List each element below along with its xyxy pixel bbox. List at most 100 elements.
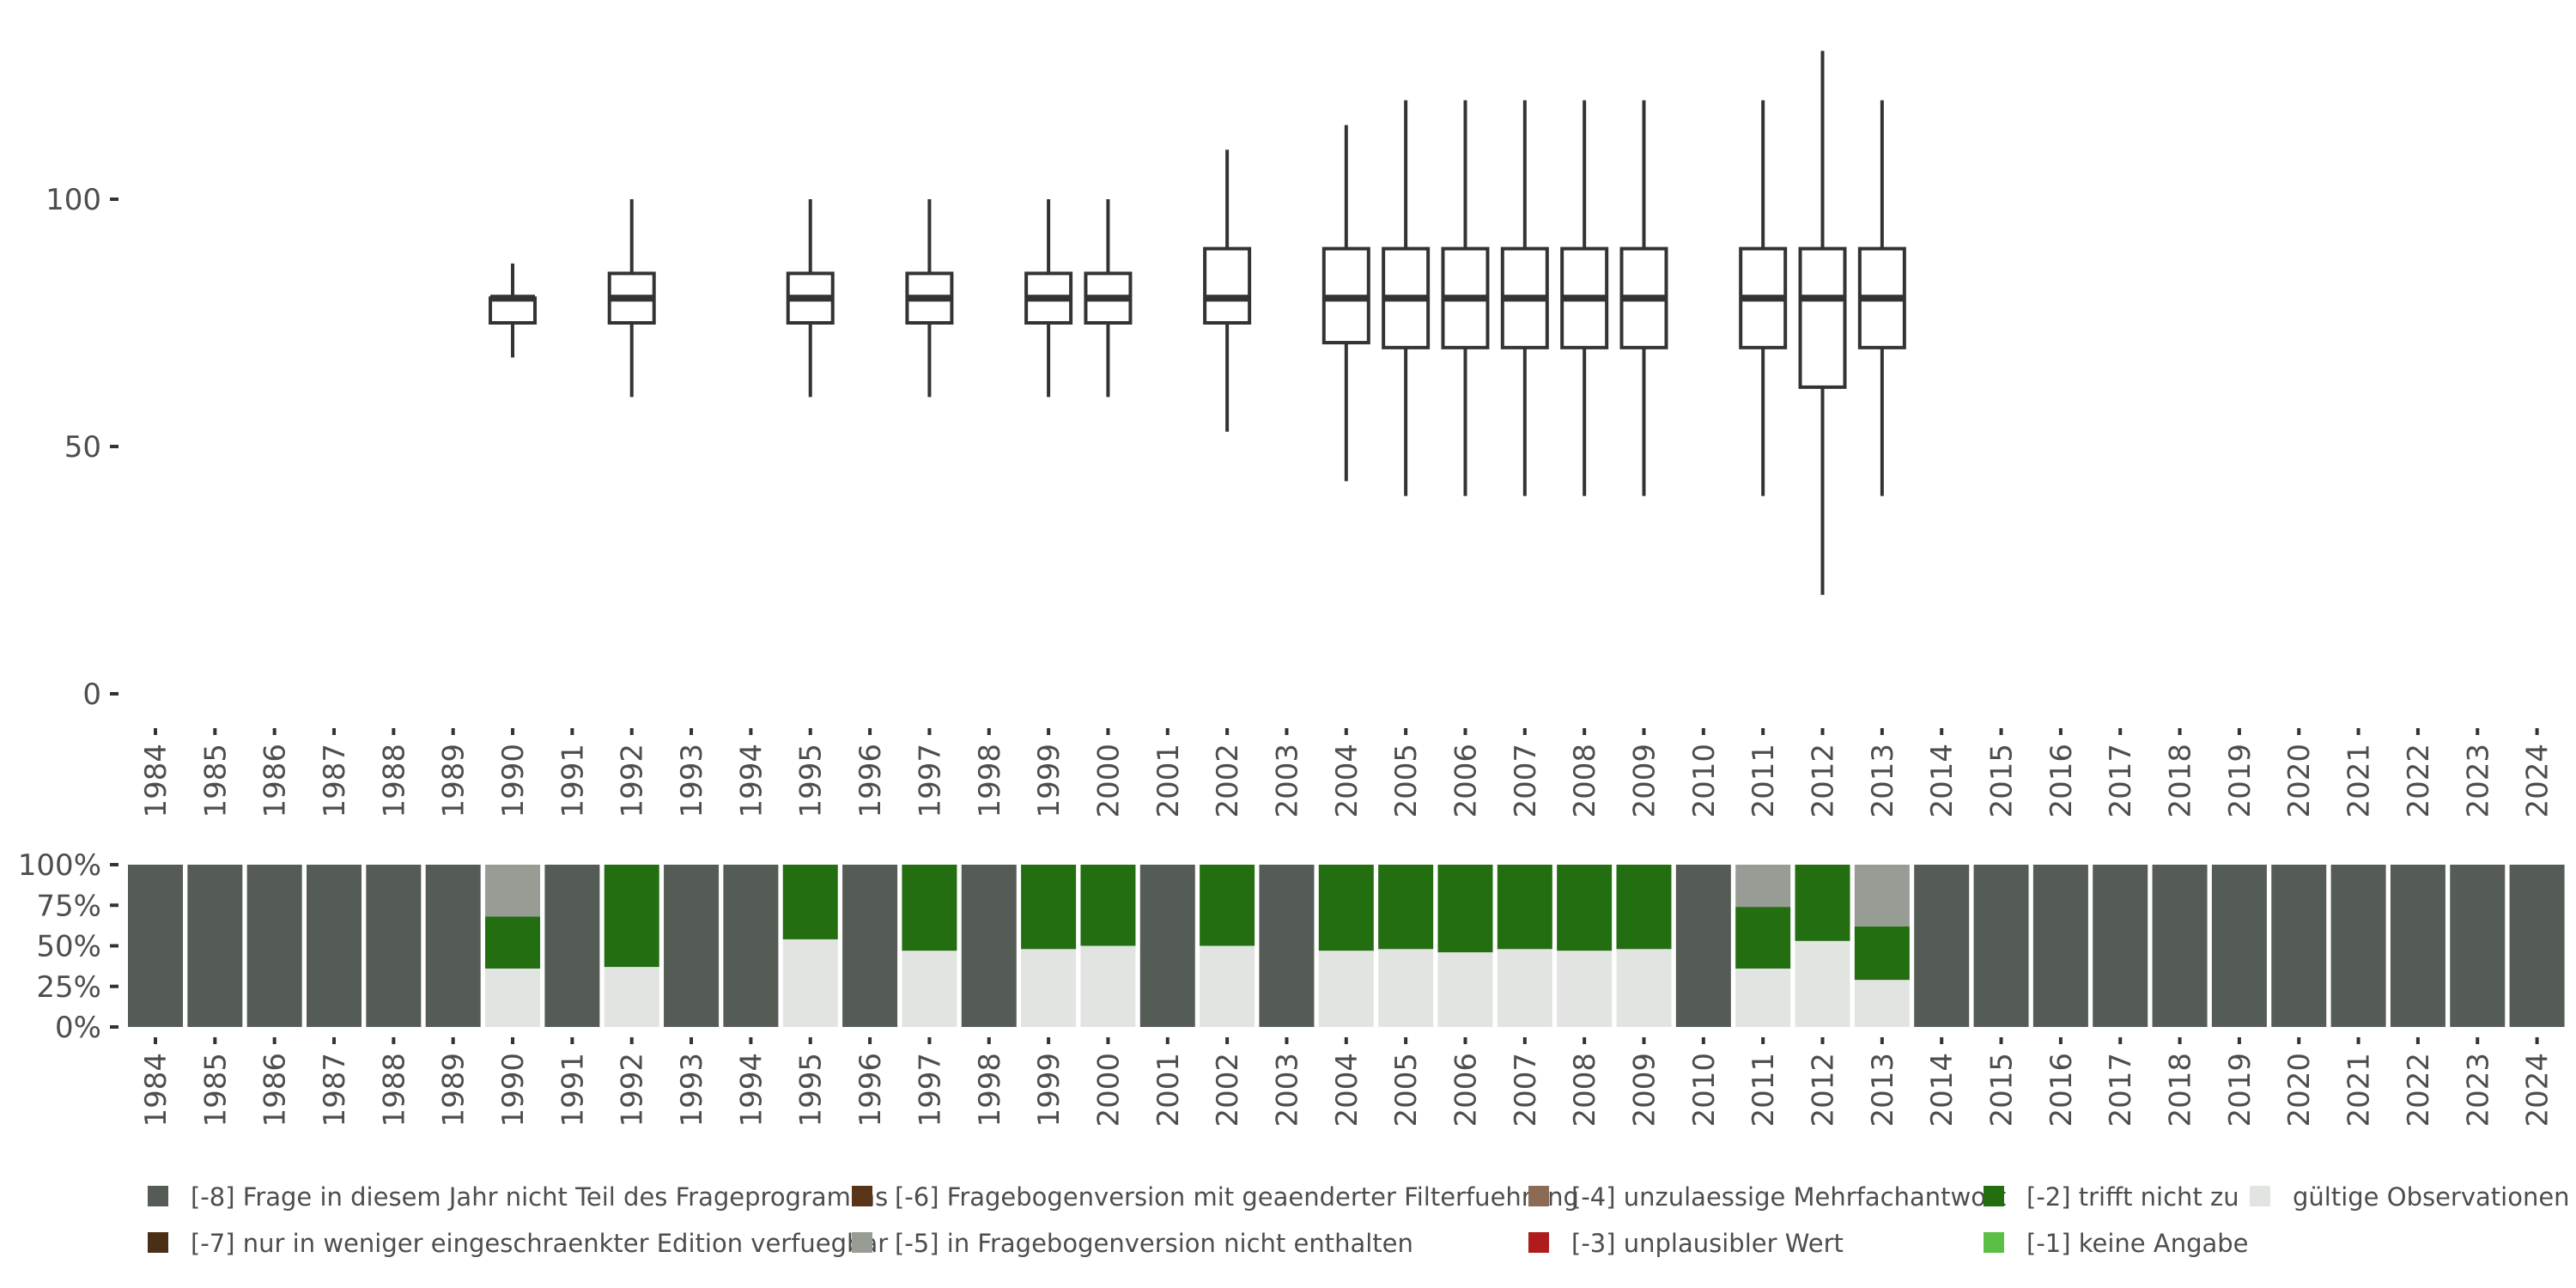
x-tick-label: 1999 — [1032, 1053, 1066, 1127]
x-tick-label: 2021 — [2342, 744, 2377, 818]
x-tick-label: 1988 — [377, 1053, 411, 1127]
x-tick-label: 2016 — [2044, 1053, 2079, 1127]
bar-segment-valid — [1437, 952, 1493, 1027]
x-tick-label: 1991 — [556, 744, 590, 818]
bar-2002 — [1200, 865, 1255, 1027]
y-tick-label: 0 — [82, 677, 101, 712]
bar-segment-valid — [1080, 945, 1136, 1027]
y-tick-label: 100% — [18, 848, 101, 883]
bar-1995 — [782, 865, 838, 1027]
bar-1992 — [604, 865, 659, 1027]
bar-segment-m2 — [1318, 865, 1374, 951]
box-2005 — [1382, 100, 1431, 496]
bar-2001 — [1139, 865, 1195, 1027]
x-tick-label: 2017 — [2104, 744, 2138, 818]
bar-1998 — [961, 865, 1017, 1027]
bar-segment-m2 — [1080, 865, 1136, 946]
x-tick-label: 2001 — [1151, 1053, 1186, 1127]
legend-label: [-3] unplausibler Wert — [1571, 1229, 1844, 1258]
box-1997 — [905, 199, 954, 398]
bar-2023 — [2450, 865, 2506, 1027]
bar-segment-m8 — [425, 865, 481, 1027]
x-tick-label: 1987 — [318, 1053, 352, 1127]
bar-segment-valid — [1616, 949, 1672, 1027]
bar-1991 — [544, 865, 600, 1027]
x-tick-label: 2019 — [2223, 744, 2257, 818]
bar-segment-valid — [1318, 951, 1374, 1027]
legend-item-m7: [-7] nur in weniger eingeschraenkter Edi… — [148, 1229, 888, 1258]
legend-item-m4: [-4] unzulaessige Mehrfachantwort — [1528, 1182, 2006, 1212]
bar-segment-m2 — [1497, 865, 1552, 950]
box-2004 — [1321, 125, 1370, 482]
box-2011 — [1739, 100, 1788, 496]
x-tick-label: 2018 — [2164, 1053, 2198, 1127]
bar-segment-m8 — [723, 865, 779, 1027]
bar-2013 — [1854, 865, 1910, 1027]
boxplot-x-axis: 1984 1985 1986 1987 1988 1989 1990 1991 1992 1993… — [139, 728, 2555, 818]
legend-label: gültige Observationen — [2293, 1182, 2570, 1212]
bar-2014 — [1914, 865, 1970, 1027]
x-tick-label: 1997 — [913, 744, 947, 818]
bar-2018 — [2152, 865, 2208, 1027]
bar-segment-m8 — [664, 865, 720, 1027]
box-2012 — [1798, 51, 1847, 595]
bar-2004 — [1318, 865, 1374, 1027]
legend-swatch — [852, 1232, 872, 1253]
x-tick-label: 2006 — [1449, 1053, 1483, 1127]
x-tick-label: 2021 — [2342, 1053, 2377, 1127]
bar-2010 — [1675, 865, 1731, 1027]
y-tick-label: 0% — [55, 1011, 101, 1045]
stacked-bar-panel: 0% 25% 50% 75% 100% — [18, 848, 2565, 1045]
x-tick-label: 1999 — [1032, 744, 1066, 818]
bar-segment-valid — [1795, 940, 1850, 1027]
bar-segment-m8 — [2032, 865, 2088, 1027]
bar-segment-valid — [1021, 949, 1077, 1027]
x-tick-label: 2022 — [2402, 744, 2436, 818]
x-tick-label: 2015 — [1985, 744, 2020, 818]
legend-swatch — [148, 1232, 168, 1253]
x-tick-label: 1994 — [734, 744, 769, 818]
x-tick-label: 2010 — [1687, 1053, 1722, 1127]
x-tick-label: 2011 — [1747, 744, 1781, 818]
legend-swatch — [852, 1186, 872, 1206]
bar-segment-m2 — [1437, 865, 1493, 953]
x-tick-label: 1995 — [794, 744, 829, 818]
x-tick-label: 2024 — [2521, 1053, 2555, 1127]
bar-segment-m8 — [2271, 865, 2327, 1027]
y-tick-label: 100 — [46, 183, 101, 217]
x-tick-label: 2013 — [1866, 744, 1900, 818]
bar-2020 — [2271, 865, 2327, 1027]
bar-segment-valid — [1854, 980, 1910, 1027]
x-tick-label: 2003 — [1270, 744, 1304, 818]
legend-label: [-1] keine Angabe — [2026, 1229, 2249, 1258]
x-tick-label: 2002 — [1211, 1053, 1245, 1127]
x-tick-label: 1990 — [496, 744, 531, 818]
x-tick-label: 2007 — [1509, 1053, 1543, 1127]
bar-segment-m8 — [366, 865, 422, 1027]
box-body — [1798, 246, 1847, 389]
x-tick-label: 2003 — [1270, 1053, 1304, 1127]
bar-segment-m2 — [1616, 865, 1672, 950]
bar-segment-valid — [782, 939, 838, 1027]
legend-swatch — [1528, 1186, 1549, 1206]
legend-label: [-4] unzulaessige Mehrfachantwort — [1571, 1182, 2006, 1212]
boxplot-panel: 0 50 100 — [46, 51, 1906, 712]
legend-swatch — [1528, 1232, 1549, 1253]
legend-item-m1: [-1] keine Angabe — [1984, 1229, 2249, 1258]
x-tick-label: 1995 — [794, 1053, 829, 1127]
bar-segment-m8 — [1914, 865, 1970, 1027]
bar-segment-valid — [1557, 951, 1613, 1027]
x-tick-label: 1986 — [258, 744, 293, 818]
x-tick-label: 1985 — [198, 744, 233, 818]
bar-segment-m8 — [842, 865, 898, 1027]
legend-item-m6: [-6] Fragebogenversion mit geaenderter F… — [852, 1182, 1579, 1212]
box-2008 — [1560, 100, 1609, 496]
bar-segment-valid — [902, 951, 957, 1027]
legend-item-m5: [-5] in Fragebogenversion nicht enthalte… — [852, 1229, 1413, 1258]
bar-2015 — [1973, 865, 2029, 1027]
bar-segment-valid — [1497, 949, 1552, 1027]
x-tick-label: 1992 — [616, 744, 650, 818]
x-tick-label: 2014 — [1925, 744, 1959, 818]
bar-segment-m2 — [1200, 865, 1255, 946]
